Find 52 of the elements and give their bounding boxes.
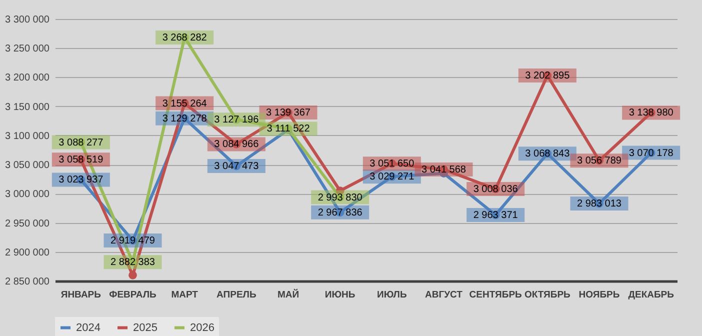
data-label: 3 029 271 [370, 172, 415, 183]
x-tick-label: ДЕКАБРЬ [628, 290, 674, 300]
data-label: 3 088 277 [58, 137, 104, 148]
data-label: 2 993 830 [318, 192, 363, 204]
data-label: 3 023 937 [58, 174, 104, 186]
y-tick-label: 3 200 000 [5, 72, 50, 84]
x-tick-label: ИЮЛЬ [377, 290, 407, 300]
y-tick-label: 2 900 000 [5, 247, 50, 258]
data-label: 3 129 278 [162, 113, 208, 124]
legend-label: 2024 [76, 322, 100, 334]
y-tick-label: 2 850 000 [5, 276, 50, 288]
data-label: 3 155 264 [162, 98, 208, 110]
data-label: 3 047 473 [214, 161, 260, 172]
data-label: 3 058 519 [58, 154, 104, 166]
point [128, 271, 137, 280]
y-tick-label: 3 000 000 [5, 189, 50, 200]
data-label: 3 202 895 [525, 70, 570, 82]
data-label: 3 051 650 [370, 158, 415, 170]
data-label: 2 919 479 [110, 236, 156, 247]
data-label: 3 056 789 [577, 156, 622, 167]
x-tick-label: МАРТ [171, 290, 198, 300]
data-label: 3 070 178 [628, 148, 674, 159]
data-label: 2 963 371 [473, 210, 518, 221]
x-tick-label: НОЯБРЬ [578, 290, 620, 300]
data-label: 3 127 196 [214, 114, 260, 126]
data-label: 3 008 036 [473, 184, 518, 195]
data-label: 2 967 836 [318, 207, 363, 218]
data-label: 3 268 282 [162, 32, 208, 44]
data-label: 3 111 522 [266, 124, 310, 135]
y-tick-label: 3 100 000 [5, 130, 50, 142]
y-tick-label: 3 050 000 [5, 160, 50, 172]
data-label: 3 068 843 [525, 148, 570, 160]
x-tick-label: ИЮНЬ [324, 290, 356, 300]
x-tick-label: ФЕВРАЛЬ [109, 290, 157, 300]
data-label: 3 084 966 [214, 139, 260, 150]
x-tick-label: ЯНВАРЬ [60, 290, 102, 300]
x-tick-label: СЕНТЯБРЬ [469, 290, 522, 300]
legend-label: 2026 [190, 322, 214, 334]
x-tick-label: АВГУСТ [425, 290, 463, 300]
legend-label: 2025 [133, 322, 158, 334]
x-tick-label: ОКТЯБРЬ [524, 290, 571, 300]
data-label: 2 882 383 [110, 257, 156, 268]
y-tick-label: 3 250 000 [5, 44, 50, 55]
y-tick-label: 2 950 000 [5, 218, 50, 230]
data-label: 3 041 568 [422, 164, 466, 176]
data-label: 3 139 367 [266, 108, 311, 119]
x-tick-label: АПРЕЛЬ [216, 290, 256, 300]
data-label: 3 138 980 [628, 108, 674, 119]
x-tick-label: МАЙ [277, 288, 300, 300]
y-tick-label: 3 150 000 [5, 102, 50, 113]
y-tick-label: 3 300 000 [5, 14, 50, 26]
data-label: 2 983 013 [577, 198, 622, 210]
